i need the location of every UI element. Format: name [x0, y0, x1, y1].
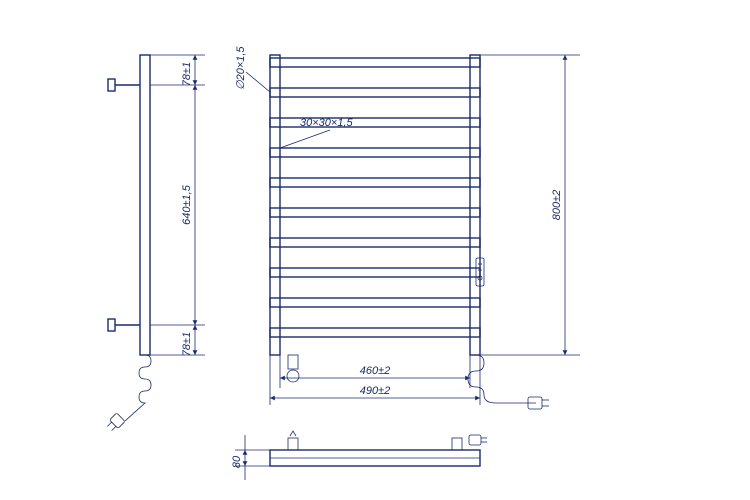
- rungs: [270, 58, 480, 337]
- technical-drawing: 78±1 640±1,5 78±1: [0, 0, 750, 500]
- dim-side-top: 78±1: [181, 62, 193, 86]
- side-view: 78±1 640±1,5 78±1: [105, 55, 205, 433]
- dim-post: 30×30×1,5: [300, 117, 353, 129]
- dim-side-bot: 78±1: [181, 332, 193, 356]
- dim-outer-width: 490±2: [360, 385, 391, 397]
- dim-tube: ∅20×1,5: [235, 46, 247, 90]
- dim-bottom-depth: 80: [231, 455, 243, 468]
- dim-inner-width: 460±2: [360, 365, 391, 377]
- dim-front-height: 800±2: [551, 190, 563, 221]
- bottom-view: 80: [231, 431, 487, 480]
- front-view: ∅20×1,5 30×30×1,5 800±2 460±2 490±2: [235, 46, 580, 409]
- dim-side-mid: 640±1,5: [181, 184, 193, 225]
